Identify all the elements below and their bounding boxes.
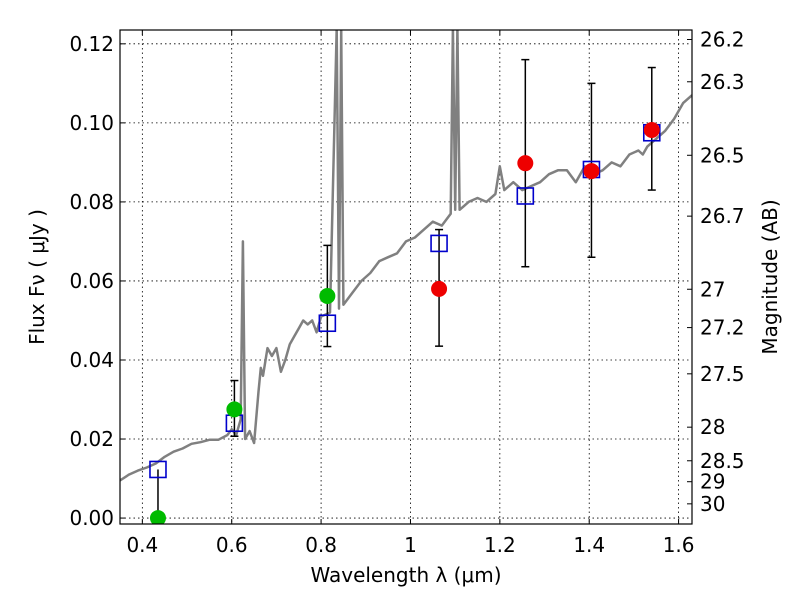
magnitude-tick-label: 27.2 [700, 316, 745, 340]
y-tick-label: 0.04 [69, 348, 114, 372]
observed_infrared-point [517, 155, 534, 172]
magnitude-tick-label: 27.5 [700, 362, 745, 386]
magnitude-tick-label: 28.5 [700, 449, 745, 473]
y-tick-label: 0.08 [69, 190, 114, 214]
magnitude-tick-label: 26.7 [700, 204, 745, 228]
magnitude-tick-label: 28 [700, 415, 725, 439]
x-tick-label: 0.4 [126, 533, 158, 557]
x-tick-label: 0.6 [216, 533, 248, 557]
y-tick-label: 0.10 [69, 111, 114, 135]
model-photometry-point [516, 187, 535, 205]
y-tick-label: 0.02 [69, 427, 114, 451]
x-axis-ticks: 0.4 0.6 0.8 1 1.2 1.4 1.6 [126, 30, 695, 557]
observed_infrared-point [643, 121, 660, 138]
x-tick-label: 1 [404, 533, 417, 557]
plot-area [120, 30, 692, 524]
y-axis-ticks: 0.00 0.02 0.04 0.06 0.08 0.10 0.12 [69, 32, 125, 530]
y-tick-label: 0.06 [69, 269, 114, 293]
grid-lines [120, 30, 692, 524]
magnitude-tick-label: 29 [700, 470, 725, 494]
magnitude-tick-label: 26.3 [700, 70, 745, 94]
x-tick-label: 1.6 [663, 533, 695, 557]
observed_infrared-point [583, 163, 600, 180]
x-axis-label: Wavelength λ (μm) [310, 563, 501, 587]
y-tick-label: 0.12 [69, 32, 114, 56]
observed_optical-point [226, 401, 243, 418]
right-axis-label: Magnitude (AB) [758, 199, 782, 354]
x-tick-label: 1.2 [484, 533, 516, 557]
observed_optical-point [319, 287, 336, 304]
model-photometry-point [149, 460, 167, 479]
model-spectrum-line [120, 30, 692, 482]
model-photometry-point [430, 234, 448, 253]
x-tick-label: 0.8 [305, 533, 337, 557]
model-photometry-point [318, 314, 337, 333]
magnitude-tick-label: 30 [700, 492, 725, 516]
plot-frame [119, 29, 693, 525]
observed_infrared-point [431, 280, 448, 297]
x-tick-label: 1.4 [573, 533, 605, 557]
y-tick-label: 0.00 [69, 506, 114, 530]
magnitude-tick-label: 26.5 [700, 143, 745, 167]
magnitude-tick-label: 27 [700, 277, 725, 301]
y-axis-label: Flux Fν ( μJy ) [25, 209, 49, 345]
observed_optical-point [149, 510, 166, 524]
magnitude-tick-label: 26.2 [700, 27, 745, 51]
